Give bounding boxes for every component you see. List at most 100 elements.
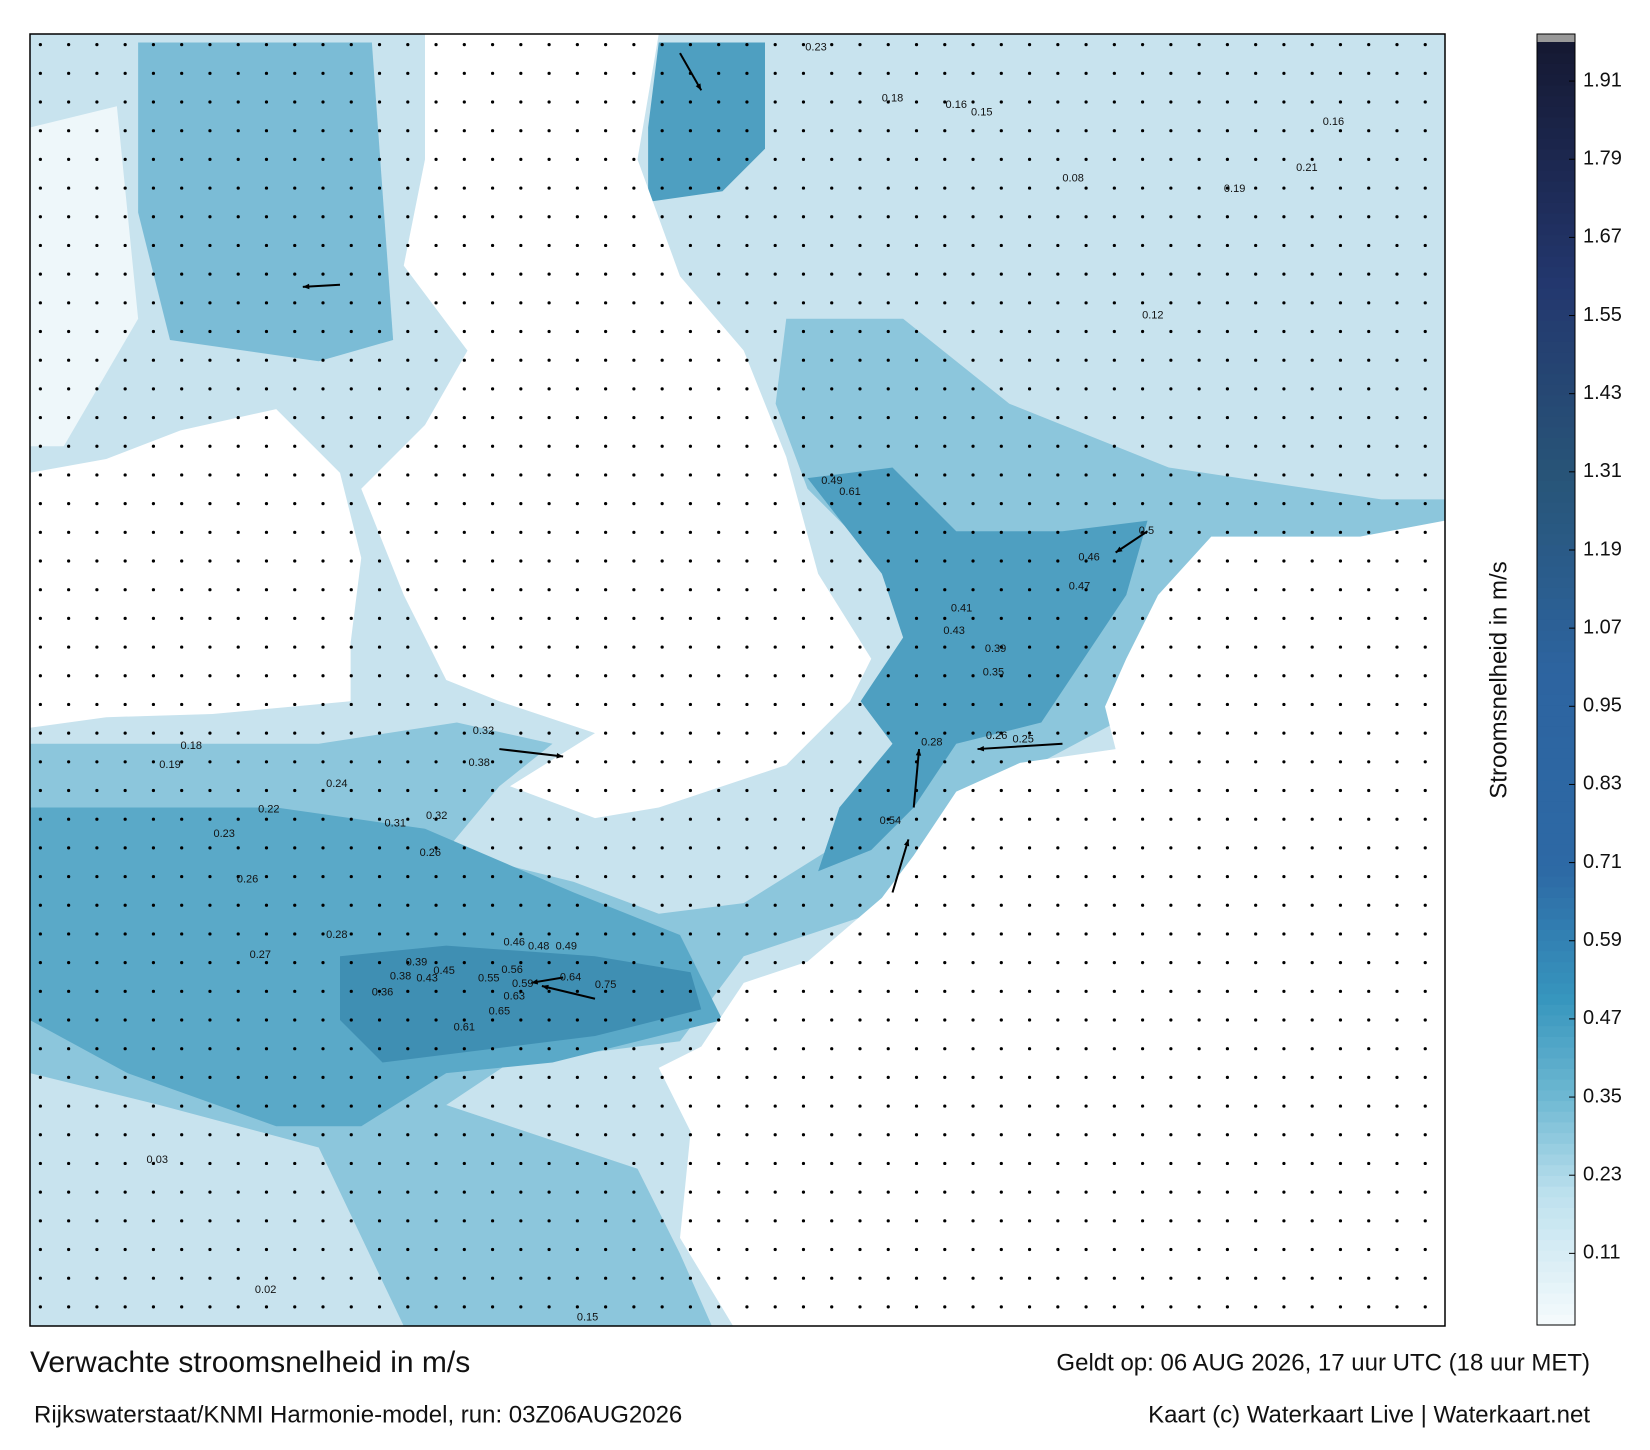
colorbar-segment <box>1537 1057 1575 1069</box>
vector-dot <box>1056 731 1060 735</box>
vector-dot <box>1225 645 1229 649</box>
vector-dot <box>632 989 636 993</box>
vector-dot <box>971 1305 975 1309</box>
vector-dot <box>1112 1305 1116 1309</box>
vector-dot <box>575 817 579 821</box>
vector-dot <box>38 1133 42 1137</box>
vector-dot <box>1169 444 1173 448</box>
vector-dot <box>321 788 325 793</box>
vector-dot <box>519 645 523 649</box>
vector-dot <box>1338 1133 1343 1137</box>
vector-dot <box>830 215 834 219</box>
vector-dot <box>999 1018 1003 1022</box>
vector-dot <box>434 1247 438 1252</box>
vector-dot <box>293 186 297 190</box>
vector-dot <box>1423 530 1427 534</box>
vector-dot <box>1112 846 1116 850</box>
vector-dot <box>999 444 1003 448</box>
vector-dot <box>462 588 466 592</box>
vector-dot <box>293 473 297 477</box>
vector-dot <box>632 702 636 707</box>
vector-dot <box>660 1075 664 1079</box>
vector-dot <box>971 71 975 75</box>
vector-dot <box>971 1219 975 1223</box>
vector-dot <box>858 1075 862 1079</box>
vector-dot <box>1395 1247 1399 1252</box>
vector-dot <box>1225 903 1229 907</box>
vector-dot <box>660 100 664 104</box>
vector-dot <box>1310 387 1314 391</box>
vector-dot <box>1225 272 1229 276</box>
vector-dot <box>801 702 806 707</box>
vector-dot <box>123 903 127 907</box>
vector-dot <box>1367 444 1371 448</box>
vector-dot <box>208 415 212 420</box>
vector-dot <box>1367 358 1371 362</box>
vector-dot <box>830 100 834 104</box>
vector-dot <box>1423 1219 1427 1223</box>
vector-arrowhead <box>1115 546 1123 553</box>
vector-dot <box>1084 272 1088 276</box>
vector-dot <box>1084 71 1088 75</box>
vector-dot <box>264 874 269 879</box>
vector-dot <box>349 358 353 362</box>
vector-dot <box>1056 645 1060 649</box>
vector-dot <box>1338 358 1343 362</box>
vector-dot <box>745 846 749 850</box>
vector-dot <box>434 674 438 678</box>
vector-dot <box>377 43 382 47</box>
vector-dot <box>208 1219 212 1223</box>
vector-dot <box>321 702 325 707</box>
vector-dot <box>547 989 551 993</box>
vector-dot <box>490 502 495 506</box>
vector-dot <box>208 243 212 248</box>
vector-dot <box>349 1161 353 1166</box>
vector-dot <box>999 301 1003 305</box>
vector-dot <box>1338 502 1343 506</box>
vector-dot <box>660 874 664 879</box>
vector-dot <box>801 157 806 161</box>
vector-dot <box>38 731 42 735</box>
vector-dot <box>1225 43 1229 47</box>
vector-dot <box>123 502 127 506</box>
vector-dot <box>830 473 834 477</box>
vector-dot <box>406 157 410 161</box>
vector-dot <box>971 100 975 104</box>
vector-dot <box>1112 903 1116 907</box>
vector-dot <box>208 674 212 678</box>
vector-dot <box>858 71 862 75</box>
vector-dot <box>801 788 806 793</box>
vector-dot <box>123 989 127 993</box>
vector-dot <box>519 1047 523 1051</box>
vector-dot <box>1310 932 1314 936</box>
vector-dot <box>1254 1276 1258 1280</box>
vector-dot <box>886 588 890 592</box>
vector-dot <box>1310 788 1314 793</box>
vector-dot <box>999 1247 1003 1252</box>
vector-dot <box>632 301 636 305</box>
speed-label: 0.26 <box>420 847 441 859</box>
vector-dot <box>180 215 184 219</box>
vector-dot <box>547 1133 551 1137</box>
vector-dot <box>1056 559 1060 563</box>
vector-dot <box>999 760 1003 764</box>
vector-dot <box>519 961 523 965</box>
vector-dot <box>1338 444 1343 448</box>
vector-dot <box>236 329 240 334</box>
vector-dot <box>1395 674 1399 678</box>
vector-dot <box>67 301 71 305</box>
vector-dot <box>1367 932 1371 936</box>
vector-dot <box>886 301 890 305</box>
vector-dot <box>1112 1104 1116 1108</box>
vector-dot <box>1254 129 1258 133</box>
colorbar-cap <box>1537 34 1575 42</box>
vector-dot <box>914 387 919 391</box>
vector-dot <box>830 1247 834 1252</box>
vector-dot <box>773 387 777 391</box>
speed-label: 0.26 <box>237 874 258 886</box>
vector-dot <box>1395 243 1399 248</box>
vector-dot <box>1423 760 1427 764</box>
vector-dot <box>604 874 608 879</box>
vector-dot <box>462 846 466 850</box>
vector-dot <box>1423 100 1427 104</box>
